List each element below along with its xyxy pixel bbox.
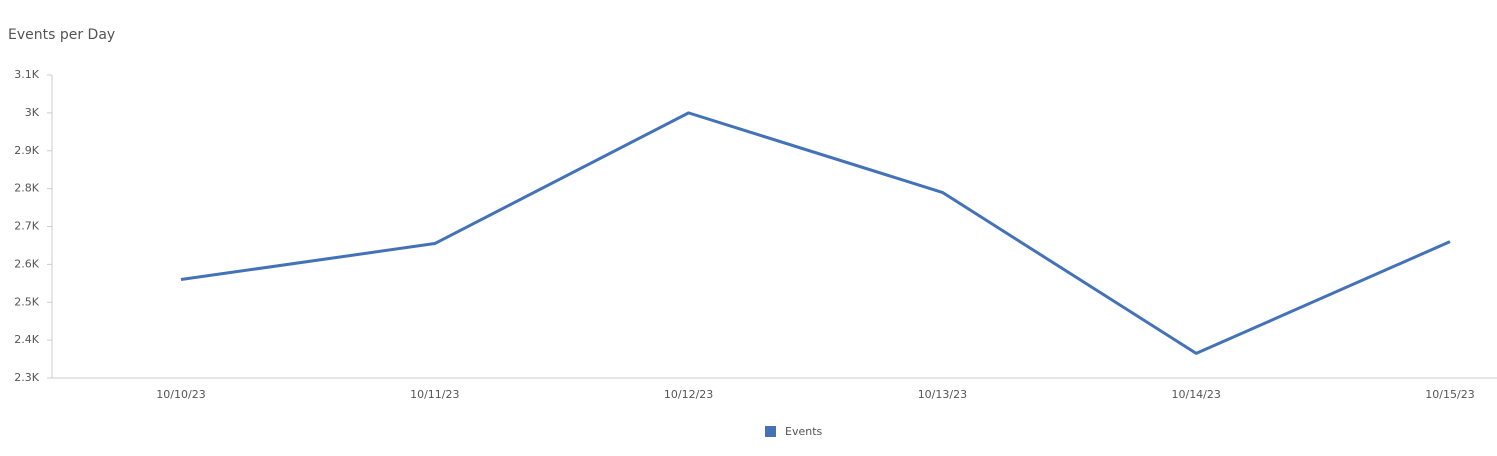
y-tick-label: 2.8K [14, 182, 39, 195]
y-tick-label: 2.3K [14, 371, 39, 384]
y-tick-label: 2.7K [14, 220, 39, 233]
x-tick-label: 10/14/23 [1171, 388, 1220, 401]
y-tick-label: 2.6K [14, 257, 39, 270]
chart-title: Events per Day [8, 27, 115, 43]
y-tick-label: 3.1K [14, 68, 39, 81]
legend-label: Events [785, 425, 823, 438]
legend-swatch [765, 426, 776, 437]
line [180, 111, 1451, 355]
x-tick-label: 10/10/23 [156, 388, 205, 401]
y-tick-label: 2.5K [14, 295, 39, 308]
y-tick-label: 2.9K [14, 144, 39, 157]
x-tick-label: 10/15/23 [1425, 388, 1474, 401]
y-tick-label: 3K [25, 106, 40, 119]
y-tick-label: 2.4K [14, 333, 39, 346]
x-tick-label: 10/13/23 [918, 388, 967, 401]
x-tick-label: 10/12/23 [664, 388, 713, 401]
x-tick-label: 10/11/23 [410, 388, 459, 401]
